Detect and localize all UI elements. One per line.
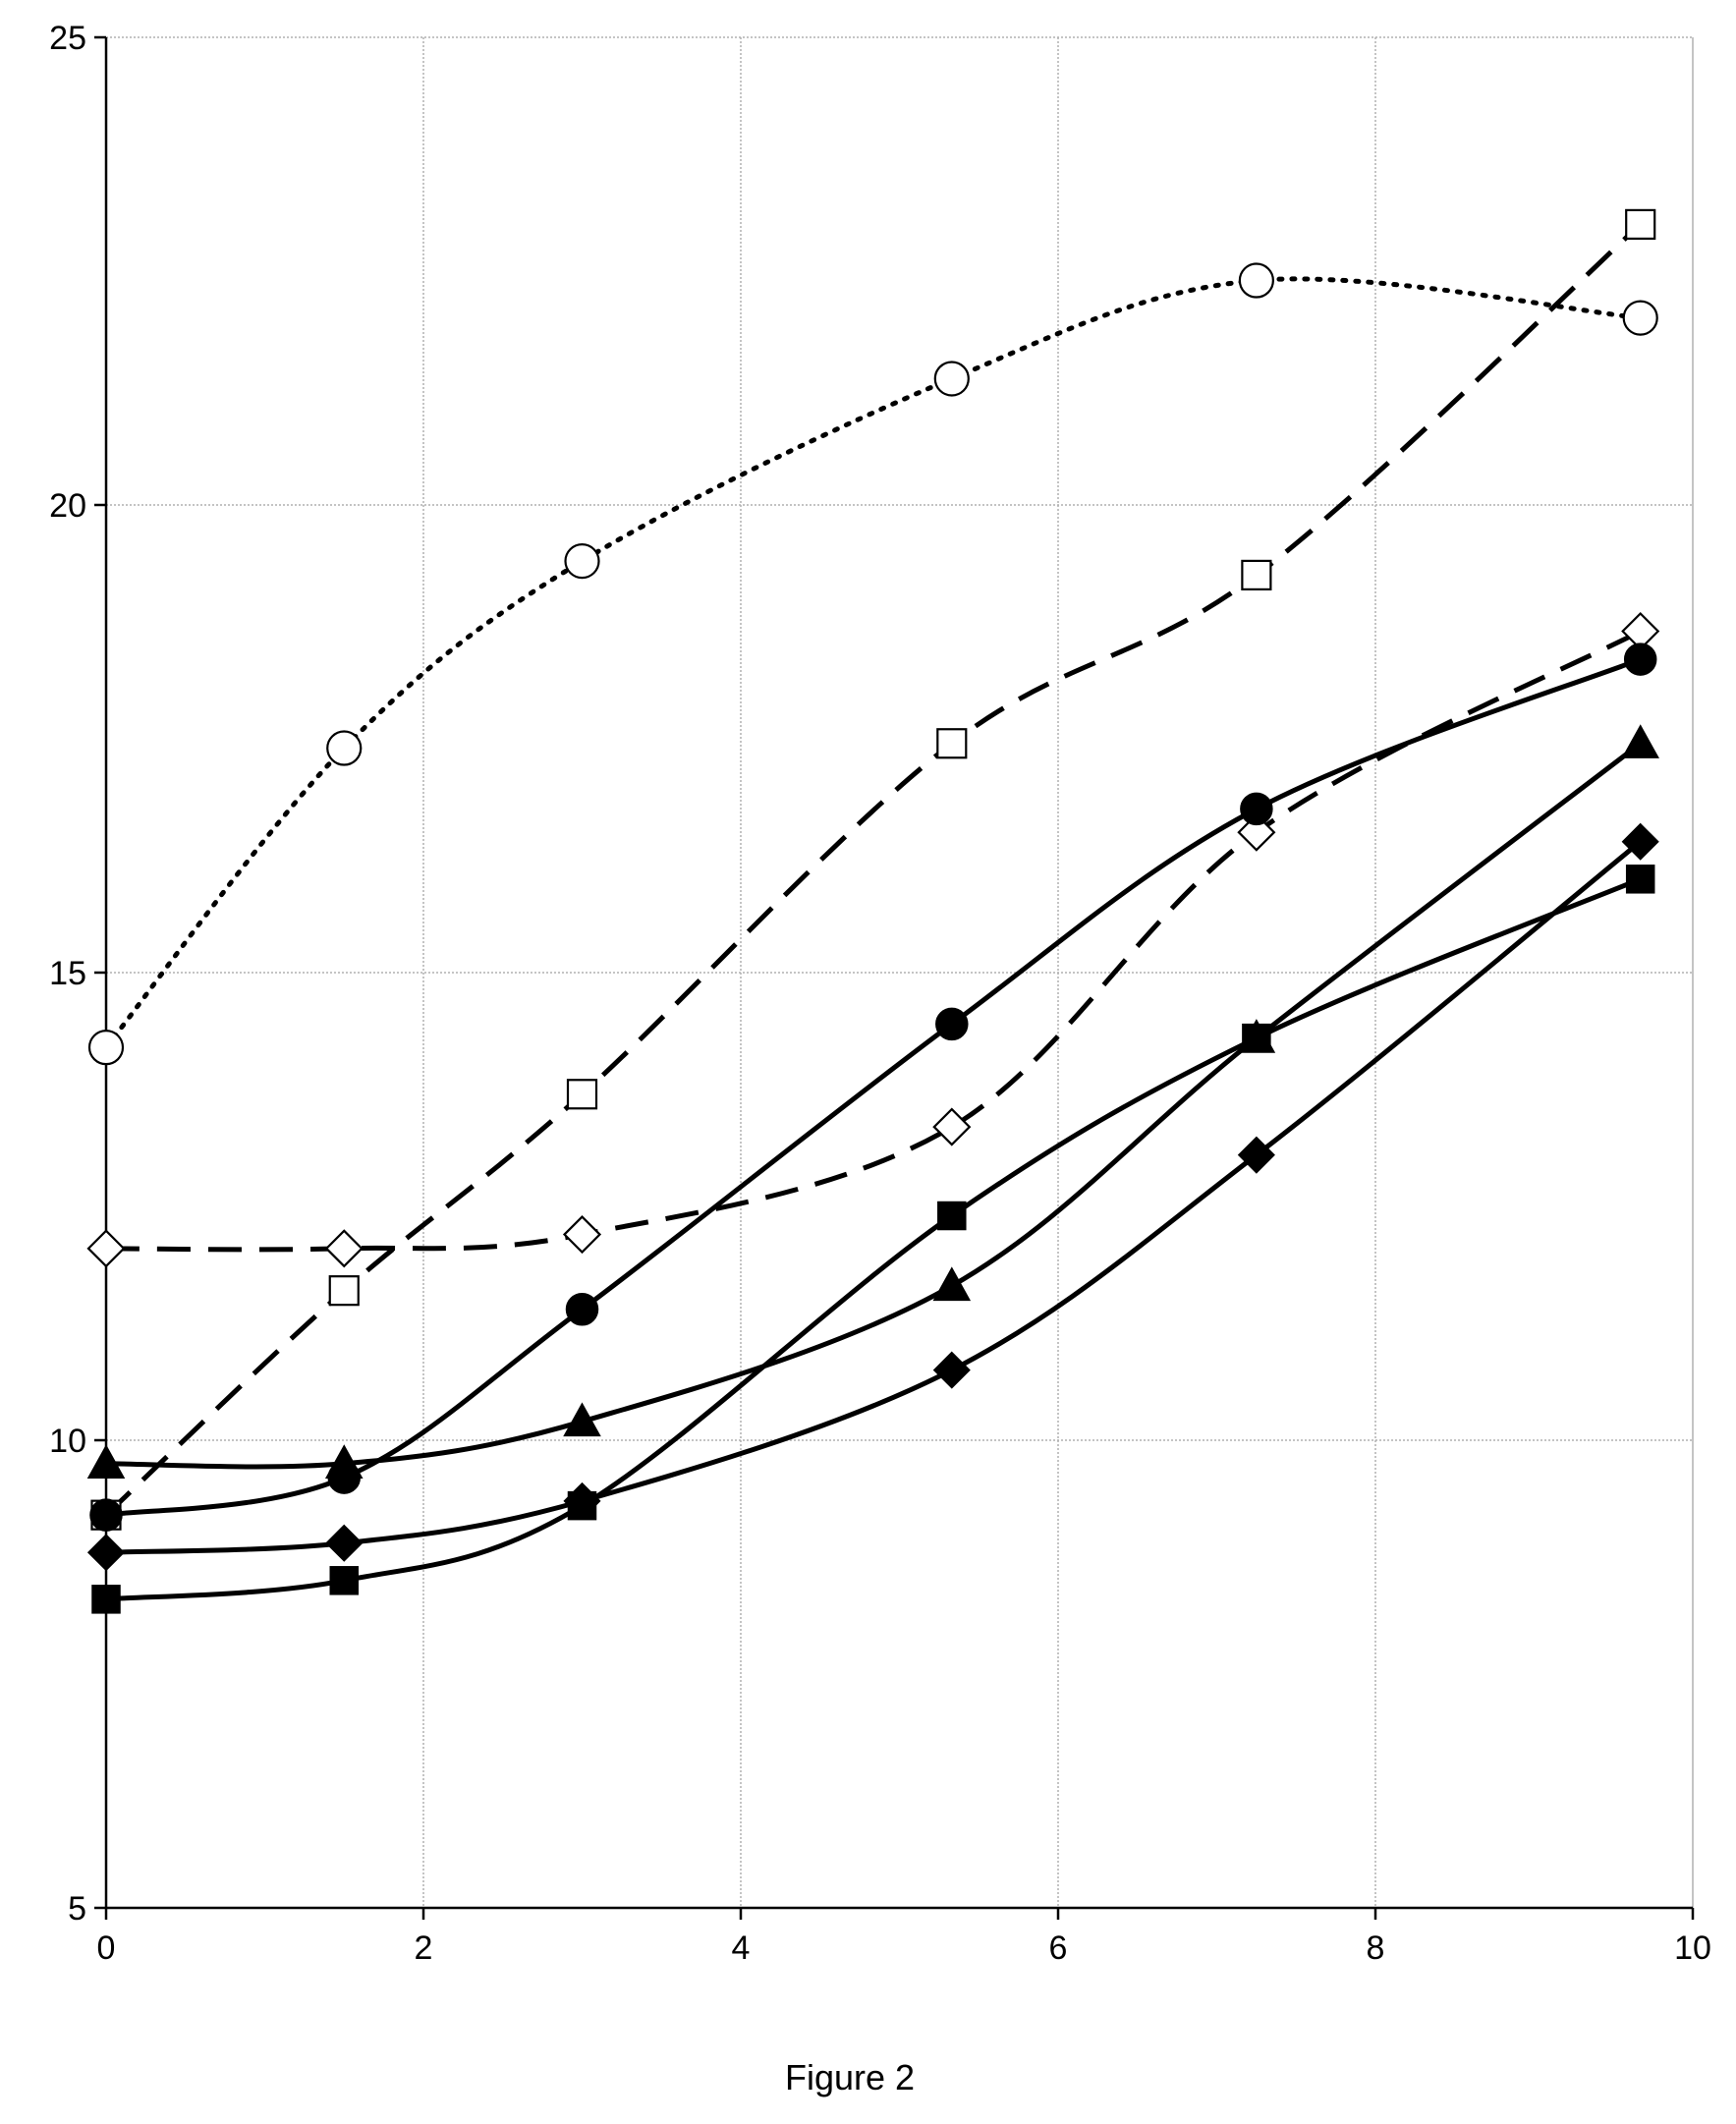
marker-open-diamond <box>565 1217 600 1253</box>
marker-open-circle <box>327 732 361 765</box>
marker-open-diamond <box>326 1231 362 1266</box>
marker-filled-square <box>569 1492 596 1520</box>
x-tick-label: 2 <box>415 1929 433 1967</box>
marker-filled-triangle <box>934 1268 970 1300</box>
marker-filled-circle <box>90 1499 122 1531</box>
marker-open-circle <box>89 1031 123 1064</box>
marker-filled-diamond <box>934 1353 970 1388</box>
series-line-diamond-open <box>106 632 1641 1250</box>
series-line-circle-open <box>106 279 1641 1047</box>
marker-open-circle <box>1624 302 1657 335</box>
series-line-square-open <box>106 224 1641 1515</box>
x-tick-label: 10 <box>1674 1929 1711 1967</box>
marker-open-circle <box>935 362 969 395</box>
y-tick-label: 20 <box>49 487 86 525</box>
x-tick-label: 6 <box>1049 1929 1068 1967</box>
marker-open-square <box>1626 210 1654 239</box>
marker-filled-circle <box>567 1294 598 1325</box>
marker-filled-circle <box>1625 643 1656 675</box>
marker-open-square <box>330 1276 359 1305</box>
marker-open-circle <box>566 544 599 578</box>
marker-filled-diamond <box>326 1526 362 1561</box>
grid-lines <box>106 37 1693 1908</box>
marker-open-diamond <box>934 1109 970 1145</box>
figure-caption: Figure 2 <box>785 2057 915 2097</box>
marker-filled-square <box>330 1567 358 1594</box>
marker-filled-diamond <box>88 1535 124 1570</box>
x-tick-label: 0 <box>97 1929 116 1967</box>
series-lines <box>106 224 1641 1598</box>
series-line-triangle-filled <box>106 744 1641 1467</box>
marker-filled-triangle <box>1623 726 1658 757</box>
x-axis-tick-labels: 0 2 4 6 8 10 <box>97 1929 1711 1967</box>
y-tick-label: 10 <box>49 1423 86 1460</box>
marker-open-diamond <box>88 1231 124 1266</box>
marker-filled-square <box>938 1202 966 1230</box>
marker-filled-square <box>92 1586 120 1613</box>
marker-filled-circle <box>1241 793 1272 824</box>
marker-open-square <box>937 729 966 757</box>
series-line-diamond-filled <box>106 842 1641 1553</box>
marker-open-square <box>568 1080 596 1108</box>
marker-filled-square <box>1627 866 1654 893</box>
marker-filled-square <box>1243 1025 1270 1052</box>
y-tick-label: 5 <box>68 1890 86 1928</box>
y-axis-tick-labels: 5 10 15 20 25 <box>49 20 86 1928</box>
series-line-circle-filled <box>106 659 1641 1515</box>
marker-open-square <box>1242 561 1270 589</box>
marker-filled-circle <box>936 1008 968 1039</box>
y-tick-label: 15 <box>49 955 86 992</box>
x-tick-label: 4 <box>732 1929 751 1967</box>
x-tick-label: 8 <box>1367 1929 1385 1967</box>
marker-open-circle <box>1240 264 1273 298</box>
y-tick-label: 25 <box>49 20 86 57</box>
axes <box>94 37 1693 1920</box>
